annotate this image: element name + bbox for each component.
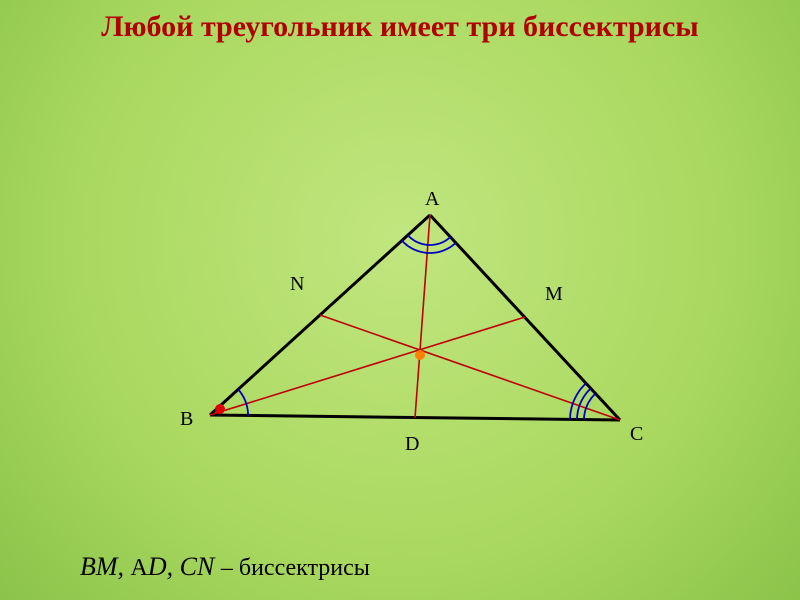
- caption-tail: биссектрисы: [239, 555, 370, 581]
- caption-A: А: [131, 555, 148, 581]
- incenter-point: [415, 350, 425, 360]
- caption-dash: –: [221, 555, 239, 581]
- slide-area: Любой треугольник имеет три биссектрисы …: [0, 0, 800, 600]
- label-a: A: [425, 188, 440, 210]
- label-c: C: [630, 423, 643, 445]
- arc-b-0: [238, 389, 248, 415]
- label-m: M: [545, 283, 563, 305]
- label-b: B: [180, 408, 193, 430]
- triangle-diagram: A B C N M D: [0, 0, 800, 600]
- caption-dcn: D, CN: [148, 552, 221, 581]
- caption-bm: BM,: [80, 552, 131, 581]
- arc-c-0: [584, 394, 596, 420]
- point-b-marker: [215, 404, 225, 414]
- label-n: N: [290, 273, 304, 295]
- label-d: D: [405, 433, 419, 455]
- caption-line: BM, АD, CN – биссектрисы: [80, 552, 370, 582]
- arc-a-1: [402, 241, 456, 253]
